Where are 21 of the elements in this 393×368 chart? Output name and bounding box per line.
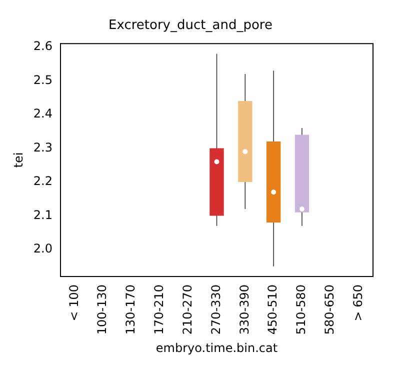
x-tick-label: > 650 bbox=[350, 284, 365, 322]
x-tick-label: 210-270 bbox=[180, 284, 194, 335]
x-tick-label: 510-580 bbox=[294, 284, 308, 335]
x-tick-label: 330-390 bbox=[237, 284, 252, 335]
y-tick-label: 2.1 bbox=[33, 208, 52, 222]
x-tick-label: 580-650 bbox=[322, 284, 337, 335]
y-tick-label: 2.5 bbox=[33, 72, 52, 87]
y-axis-title: tei bbox=[11, 152, 26, 168]
y-tick-label: 2.6 bbox=[33, 39, 52, 54]
x-tick-label: 130-170 bbox=[124, 284, 138, 335]
y-tick-label: 2.3 bbox=[33, 140, 52, 154]
x-tick-label: 100-130 bbox=[95, 284, 110, 335]
x-tick-label: 450-510 bbox=[266, 284, 280, 335]
chart-title: Excretory_duct_and_pore bbox=[108, 18, 272, 34]
x-axis-title: embryo.time.bin.cat bbox=[156, 340, 278, 355]
y-tick-label: 2.2 bbox=[33, 174, 52, 188]
y-tick-label: 2.4 bbox=[33, 106, 52, 121]
y-tick-label: 2.0 bbox=[33, 242, 52, 256]
x-tick-label: 270-330 bbox=[208, 284, 223, 335]
x-tick-label: < 100 bbox=[66, 284, 81, 322]
x-tick-label: 170-210 bbox=[152, 284, 166, 335]
